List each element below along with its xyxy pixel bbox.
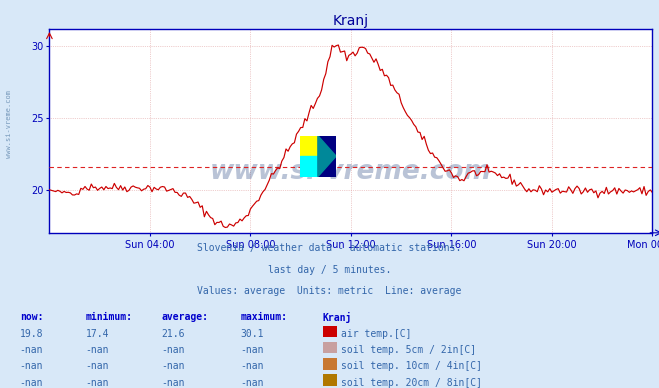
Text: 21.6: 21.6 [161, 329, 185, 339]
Text: -nan: -nan [86, 378, 109, 388]
Text: minimum:: minimum: [86, 312, 132, 322]
Text: -nan: -nan [20, 345, 43, 355]
Title: Kranj: Kranj [333, 14, 369, 28]
Text: -nan: -nan [161, 361, 185, 371]
Text: average:: average: [161, 312, 208, 322]
Text: soil temp. 10cm / 4in[C]: soil temp. 10cm / 4in[C] [341, 361, 482, 371]
Text: soil temp. 20cm / 8in[C]: soil temp. 20cm / 8in[C] [341, 378, 482, 388]
Bar [300, 136, 318, 156]
Text: -nan: -nan [241, 361, 264, 371]
Text: Slovenia / weather data - automatic stations.: Slovenia / weather data - automatic stat… [197, 242, 462, 253]
Text: -nan: -nan [20, 361, 43, 371]
Text: maximum:: maximum: [241, 312, 287, 322]
Text: -nan: -nan [241, 345, 264, 355]
Text: -nan: -nan [86, 345, 109, 355]
Text: Kranj: Kranj [323, 312, 353, 323]
Text: Values: average  Units: metric  Line: average: Values: average Units: metric Line: aver… [197, 286, 462, 296]
Text: air temp.[C]: air temp.[C] [341, 329, 412, 339]
Text: -nan: -nan [161, 378, 185, 388]
Text: 30.1: 30.1 [241, 329, 264, 339]
Text: 17.4: 17.4 [86, 329, 109, 339]
Text: www.si-vreme.com: www.si-vreme.com [210, 159, 492, 185]
Bar [318, 136, 336, 177]
Text: -nan: -nan [161, 345, 185, 355]
Text: 19.8: 19.8 [20, 329, 43, 339]
Bar [300, 156, 318, 177]
Text: www.si-vreme.com: www.si-vreme.com [5, 90, 12, 158]
Text: -nan: -nan [86, 361, 109, 371]
Polygon shape [318, 136, 336, 177]
Text: -nan: -nan [20, 378, 43, 388]
Text: -nan: -nan [241, 378, 264, 388]
Text: last day / 5 minutes.: last day / 5 minutes. [268, 265, 391, 275]
Text: now:: now: [20, 312, 43, 322]
Text: soil temp. 5cm / 2in[C]: soil temp. 5cm / 2in[C] [341, 345, 476, 355]
